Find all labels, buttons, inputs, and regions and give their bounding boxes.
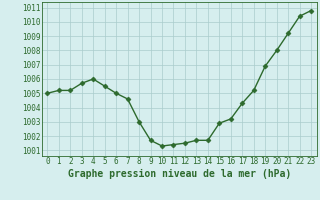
X-axis label: Graphe pression niveau de la mer (hPa): Graphe pression niveau de la mer (hPa)	[68, 169, 291, 179]
